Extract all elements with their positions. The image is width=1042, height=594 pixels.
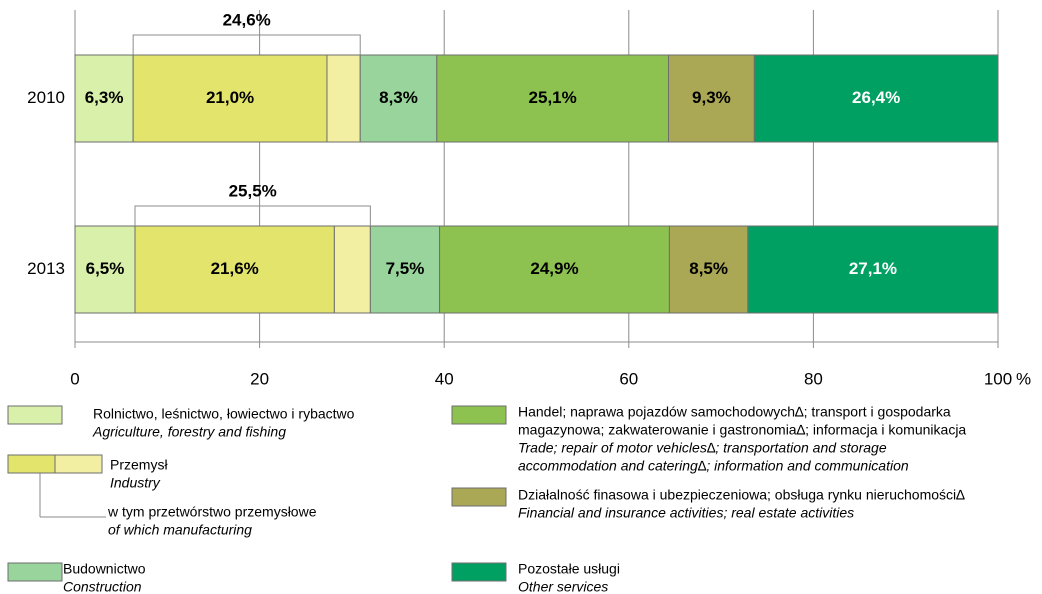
legend-label: Działalność finasowa i ubezpieczeniowa; …: [518, 487, 965, 503]
x-tick-label: 60: [619, 369, 638, 388]
legend-label: accommodation and catering∆; information…: [518, 458, 909, 474]
data-label: 6,5%: [86, 259, 125, 278]
legend-label: w tym przetwórstwo przemysłowe: [107, 504, 317, 520]
legend-label: Budownictwo: [63, 561, 146, 577]
bracket-label: 24,6%: [223, 10, 271, 29]
legend-swatch: [451, 487, 507, 507]
legend-label: magazynowa; zakwaterowanie i gastronomia…: [518, 422, 966, 438]
bar-segment: [369, 225, 441, 314]
legend-label: Przemysł: [110, 457, 168, 473]
bar-segment: [436, 54, 669, 143]
industry-bracket: [132, 34, 361, 55]
legend-label: Rolnictwo, leśnictwo, łowiectwo i rybact…: [93, 406, 355, 422]
legend-swatch: [7, 562, 63, 582]
legend-label: Handel; naprawa pojazdów samochodowych∆;…: [518, 404, 951, 420]
legend-label: Pozostałe usługi: [518, 561, 620, 577]
bar-segment: [333, 225, 371, 314]
legend-label: Agriculture, forestry and fishing: [92, 424, 286, 440]
legend-label: of which manufacturing: [108, 522, 252, 538]
bar-segment: [753, 54, 999, 143]
bar-segment: [668, 225, 749, 314]
bracket-label: 25,5%: [229, 181, 277, 200]
bar-segment: [667, 54, 755, 143]
data-label: 27,1%: [849, 259, 897, 278]
legend-swatch: [451, 562, 507, 582]
data-label: 24,9%: [530, 259, 578, 278]
data-label: 21,6%: [211, 259, 259, 278]
data-label: 21,0%: [206, 88, 254, 107]
legend-label: Construction: [63, 579, 142, 594]
data-label: 25,1%: [529, 88, 577, 107]
bar-segment: [747, 225, 999, 314]
y-tick-label: 2013: [27, 259, 65, 278]
bar-segment: [134, 225, 335, 314]
legend-label: Financial and insurance activities; real…: [518, 505, 854, 521]
bar-segment: [74, 225, 136, 314]
x-tick-label: 100: [984, 369, 1012, 388]
legend-swatch: [7, 405, 63, 425]
bar-segment: [359, 54, 438, 143]
legend-label: Industry: [110, 475, 161, 491]
x-tick-label: 40: [435, 369, 454, 388]
data-label: 8,5%: [689, 259, 728, 278]
legend-label: Other services: [518, 579, 608, 594]
x-tick-label: 0: [70, 369, 79, 388]
data-label: 6,3%: [85, 88, 124, 107]
y-tick-label: 2010: [27, 88, 65, 107]
data-label: 8,3%: [379, 88, 418, 107]
legend-swatch: [54, 454, 103, 474]
data-label: 7,5%: [386, 259, 425, 278]
data-label: 26,4%: [852, 88, 900, 107]
industry-bracket: [134, 205, 371, 226]
data-label: 9,3%: [692, 88, 731, 107]
bar-segment: [326, 54, 361, 143]
x-unit: %: [1016, 369, 1031, 388]
x-tick-label: 80: [804, 369, 823, 388]
bar-segment: [439, 225, 670, 314]
legend-swatch: [7, 454, 56, 474]
legend-swatch: [451, 405, 507, 425]
bar-segment: [74, 54, 134, 143]
x-tick-label: 20: [250, 369, 269, 388]
legend-label: Trade; repair of motor vehicles∆; transp…: [518, 440, 887, 456]
